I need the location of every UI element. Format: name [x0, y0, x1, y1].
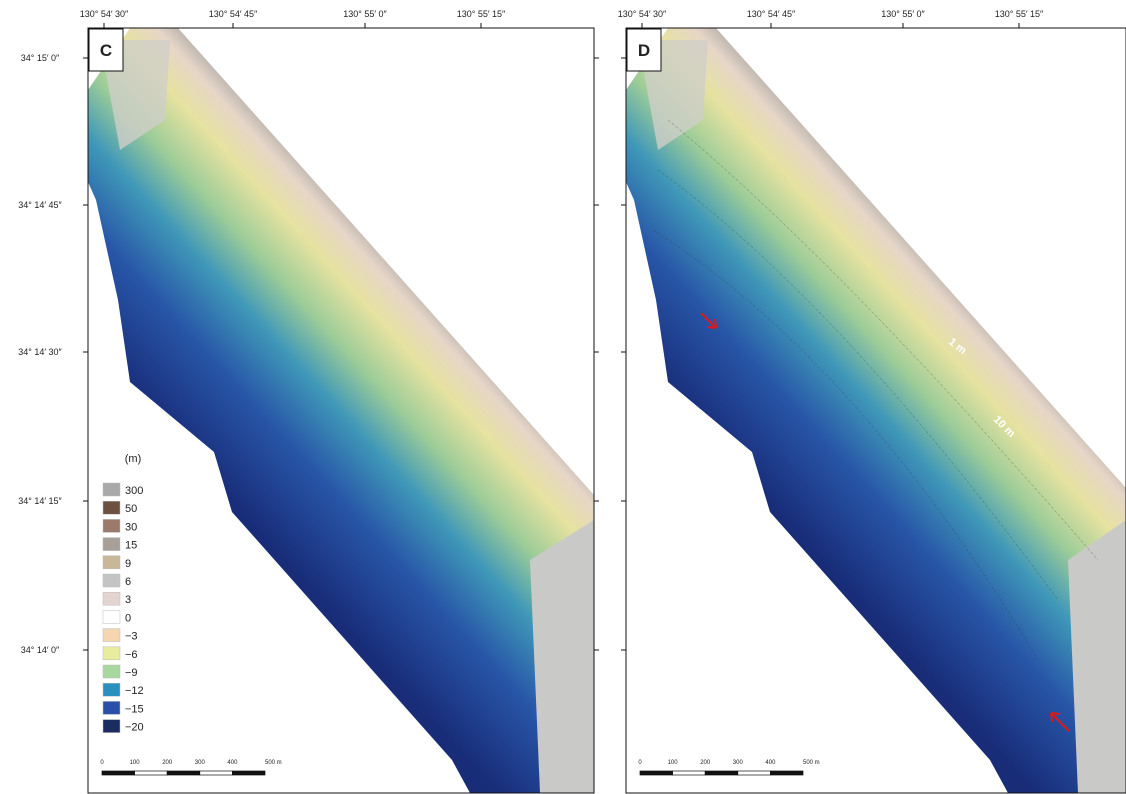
legend-swatch	[103, 683, 120, 696]
legend-label: 15	[125, 540, 137, 552]
scale-label: 500 m	[265, 760, 282, 766]
latitude-label: 34° 14′ 45″	[18, 200, 62, 210]
latitude-label: 34° 14′ 30″	[18, 347, 62, 357]
panel-label: C	[100, 41, 112, 60]
longitude-label: 130° 55′ 15″	[995, 9, 1044, 19]
legend-swatch	[103, 556, 120, 569]
legend-swatch	[103, 610, 120, 623]
longitude-label: 130° 55′ 0″	[881, 9, 925, 19]
latitude-label: 34° 14′ 0″	[21, 645, 60, 655]
urban-area	[530, 520, 594, 793]
legend-label: −3	[125, 631, 138, 643]
panel: C	[88, 28, 594, 793]
legend-label: 30	[125, 521, 137, 533]
scale-segment	[673, 771, 706, 775]
scale-label: 100	[668, 760, 679, 766]
scale-label: 400	[227, 760, 238, 766]
panel-label: D	[638, 41, 650, 60]
legend-label: 50	[125, 503, 137, 515]
legend-swatch	[103, 483, 120, 496]
legend-swatch	[103, 574, 120, 587]
figure: C D 1 m 10 m 130° 54′ 30″ 130° 54′ 45″ 130…	[0, 0, 1126, 794]
scale-label: 200	[700, 760, 711, 766]
legend-swatch	[103, 501, 120, 514]
legend-swatch	[103, 665, 120, 678]
legend-label: 6	[125, 576, 131, 588]
legend-swatch	[103, 519, 120, 532]
longitude-label: 130° 55′ 15″	[457, 9, 506, 19]
legend-label: 3	[125, 594, 131, 606]
latitude-label: 34° 15′ 0″	[21, 53, 60, 63]
scale-segment	[640, 771, 673, 775]
longitude-label: 130° 54′ 45″	[209, 9, 258, 19]
scale-label: 100	[130, 760, 141, 766]
scale-segment	[102, 771, 135, 775]
legend-swatch	[103, 647, 120, 660]
scale-segment	[167, 771, 200, 775]
legend-swatch	[103, 720, 120, 733]
scale-label: 300	[195, 760, 206, 766]
legend-label: −9	[125, 667, 138, 679]
legend-unit: (m)	[125, 453, 142, 465]
legend-swatch	[103, 538, 120, 551]
longitude-label: 130° 54′ 30″	[80, 9, 129, 19]
legend-label: −12	[125, 685, 144, 697]
scale-segment	[738, 771, 771, 775]
legend-label: 0	[125, 612, 131, 624]
legend-label: 300	[125, 485, 143, 497]
scale-segment	[770, 771, 803, 775]
legend-label: 9	[125, 558, 131, 570]
legend-swatch	[103, 629, 120, 642]
longitude-label: 130° 54′ 30″	[618, 9, 667, 19]
scale-segment	[705, 771, 738, 775]
longitude-label: 130° 54′ 45″	[747, 9, 796, 19]
legend-label: −6	[125, 649, 138, 661]
panel: D 1 m 10 m	[626, 28, 1126, 793]
scale-label: 300	[733, 760, 744, 766]
scale-segment	[135, 771, 168, 775]
legend-label: −20	[125, 722, 144, 734]
scale-label: 500 m	[803, 760, 820, 766]
scale-segment	[200, 771, 233, 775]
scale-segment	[232, 771, 265, 775]
longitude-label: 130° 55′ 0″	[343, 9, 387, 19]
urban-area	[1068, 520, 1126, 793]
scale-label: 400	[765, 760, 776, 766]
latitude-label: 34° 14′ 15″	[18, 496, 62, 506]
legend-swatch	[103, 701, 120, 714]
scale-label: 200	[162, 760, 173, 766]
legend-swatch	[103, 592, 120, 605]
legend-label: −15	[125, 703, 144, 715]
